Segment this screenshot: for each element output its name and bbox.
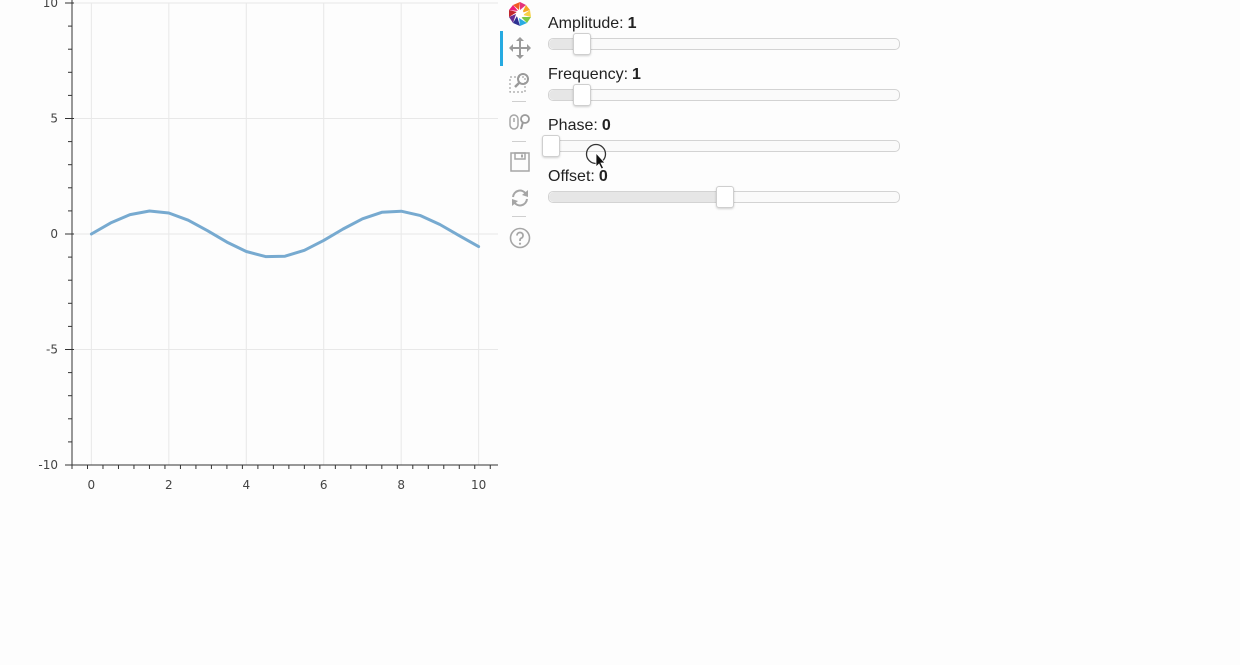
frequency-slider-title: Frequency: 1 xyxy=(548,66,900,84)
x-tick-label: 10 xyxy=(471,478,486,492)
bokeh-logo-icon[interactable] xyxy=(506,0,534,28)
frequency-slider-widget: Frequency: 1 xyxy=(548,66,900,106)
reset-icon[interactable] xyxy=(506,184,534,212)
box-zoom-icon[interactable] xyxy=(506,69,534,97)
help-icon[interactable] xyxy=(506,224,534,252)
frequency-value: 1 xyxy=(632,66,641,83)
active-tool-indicator xyxy=(500,31,503,66)
amplitude-value: 1 xyxy=(627,15,637,32)
frequency-slider-track[interactable] xyxy=(548,84,900,106)
phase-slider-title: Phase: 0 xyxy=(548,117,900,135)
y-tick-label: 10 xyxy=(43,0,58,10)
x-tick-label: 8 xyxy=(397,478,405,492)
frequency-slider-fill xyxy=(549,90,581,100)
phase-slider-track[interactable] xyxy=(542,135,900,157)
offset-label: Offset: xyxy=(548,168,595,185)
wheel-zoom-icon[interactable] xyxy=(506,109,534,137)
phase-label: Phase: xyxy=(548,117,598,134)
plot-toolbar xyxy=(500,0,540,260)
amplitude-slider-widget: Amplitude: 1 xyxy=(548,15,900,55)
axes xyxy=(65,0,498,469)
y-tick-label: 0 xyxy=(50,227,58,241)
data-layer xyxy=(89,209,481,259)
phase-value: 0 xyxy=(601,117,611,134)
toolbar-separator xyxy=(512,141,526,142)
tick-labels: -10 -5 0 5 10 0 2 4 6 8 10 xyxy=(38,0,486,492)
grid-lines xyxy=(72,2,498,466)
amplitude-slider-title: Amplitude: 1 xyxy=(548,15,900,33)
offset-value: 0 xyxy=(598,168,608,185)
offset-slider-track[interactable] xyxy=(548,186,900,208)
sine-series-line xyxy=(89,209,481,259)
x-tick-label: 6 xyxy=(320,478,328,492)
phase-slider-widget: Phase: 0 xyxy=(542,117,900,157)
plot-area[interactable]: -10 -5 0 5 10 0 2 4 6 8 10 xyxy=(0,0,500,500)
x-tick-label: 0 xyxy=(88,478,96,492)
amplitude-label: Amplitude: xyxy=(548,15,624,32)
offset-slider-title: Offset: 0 xyxy=(548,168,900,186)
phase-slider-handle[interactable] xyxy=(542,135,560,157)
save-icon[interactable] xyxy=(506,148,534,176)
amplitude-slider-track[interactable] xyxy=(548,33,900,55)
x-tick-label: 4 xyxy=(242,478,250,492)
frequency-slider-handle[interactable] xyxy=(572,84,591,106)
y-tick-label: -5 xyxy=(46,343,58,357)
x-tick-label: 2 xyxy=(165,478,173,492)
pan-icon[interactable] xyxy=(506,34,534,62)
amplitude-slider-handle[interactable] xyxy=(572,33,591,55)
amplitude-slider-fill xyxy=(549,39,581,49)
y-tick-label: 5 xyxy=(50,112,58,126)
frequency-label: Frequency: xyxy=(548,66,629,83)
toolbar-separator xyxy=(512,216,526,217)
y-tick-label: -10 xyxy=(38,458,58,472)
offset-slider-handle[interactable] xyxy=(716,186,734,208)
offset-slider-widget: Offset: 0 xyxy=(548,168,900,208)
offset-slider-fill xyxy=(549,192,724,202)
toolbar-separator xyxy=(512,101,526,102)
